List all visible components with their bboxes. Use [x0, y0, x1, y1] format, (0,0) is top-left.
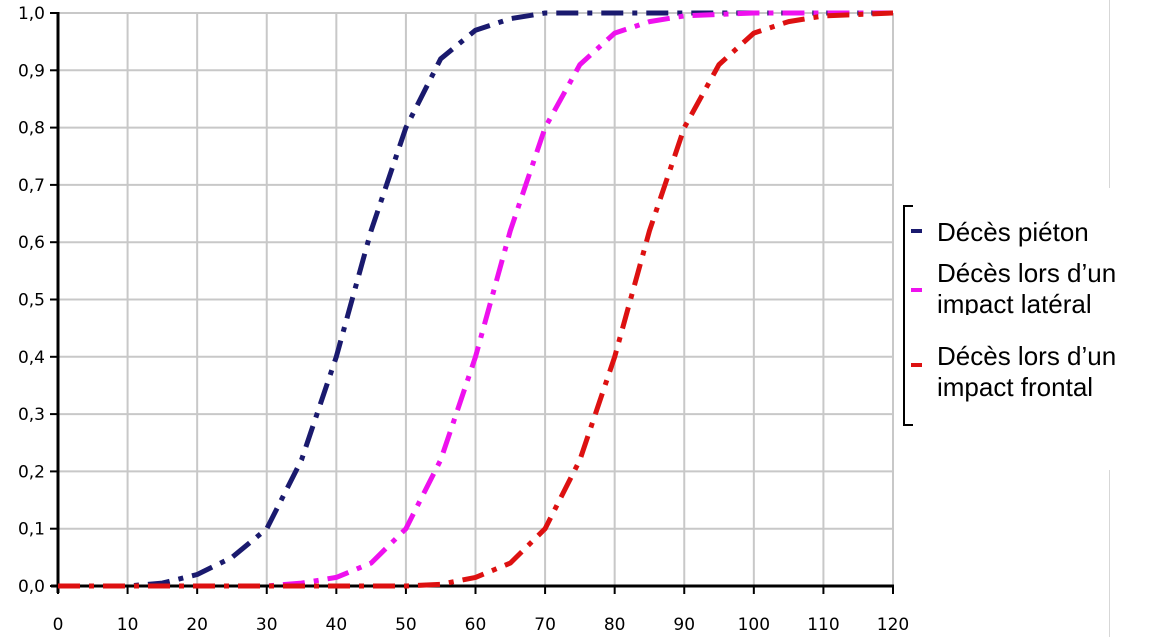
y-tick-label-0: 0,0: [18, 577, 45, 597]
page-edge-rule-top: [1109, 0, 1110, 188]
legend-label-2-line-1: Décès lors d’un: [937, 341, 1117, 371]
legend-swatch-2: [911, 363, 922, 367]
legend: Décès piéton Décès lors d’un impact laté…: [903, 205, 1158, 426]
x-tick-label-9: 90: [673, 615, 695, 635]
legend-label-0-line-1: Décès piéton: [937, 217, 1089, 247]
series-line-2: [58, 10, 894, 589]
series-line-0: [58, 10, 893, 589]
y-tick-label-6: 0,6: [18, 233, 45, 253]
y-tick-label-3: 0,3: [18, 405, 45, 425]
y-tick-label-7: 0,7: [18, 176, 45, 196]
legend-label-1: Décès lors d’un impact latéral: [937, 258, 1116, 315]
tick-labels: 0 10 20 30 40 50 60 70 80 90 100 110 120 0,0 0,1 0,2 0,3…: [18, 4, 909, 635]
x-tick-label-8: 80: [604, 615, 626, 635]
x-tick-label-3: 30: [256, 615, 278, 635]
series-line-1: [58, 10, 893, 589]
x-tick-label-11: 110: [807, 615, 839, 635]
legend-label-1-line-1: Décès lors d’un: [937, 258, 1117, 288]
legend-label-2-line-2: impact frontal: [937, 372, 1094, 402]
series-lines: [58, 10, 894, 589]
x-tick-label-12: 120: [877, 615, 909, 635]
legend-swatch-1: [911, 288, 922, 292]
axes: [50, 12, 894, 594]
x-tick-label-2: 20: [186, 615, 208, 635]
y-tick-label-2: 0,2: [18, 462, 45, 482]
legend-swatch-0: [911, 229, 922, 233]
legend-bracket: [903, 205, 913, 426]
x-tick-label-5: 50: [395, 615, 417, 635]
y-tick-label-10: 1,0: [18, 4, 45, 24]
x-tick-label-7: 70: [534, 615, 556, 635]
legend-label-1-line-2: impact latéral: [937, 289, 1092, 315]
x-tick-label-10: 100: [738, 615, 770, 635]
legend-label-0: Décès piéton: [937, 217, 1089, 248]
x-tick-label-6: 60: [465, 615, 487, 635]
x-tick-label-0: 0: [53, 615, 64, 635]
grid-lines: [58, 12, 894, 586]
x-tick-label-1: 10: [117, 615, 139, 635]
y-tick-label-1: 0,1: [18, 520, 45, 540]
legend-label-2: Décès lors d’un impact frontal: [937, 341, 1116, 403]
x-tick-label-4: 40: [326, 615, 348, 635]
y-tick-label-4: 0,4: [18, 348, 45, 368]
y-tick-label-9: 0,9: [18, 61, 45, 81]
y-tick-label-8: 0,8: [18, 119, 45, 139]
y-tick-label-5: 0,5: [18, 291, 45, 311]
page-edge-rule-bottom: [1109, 470, 1110, 637]
